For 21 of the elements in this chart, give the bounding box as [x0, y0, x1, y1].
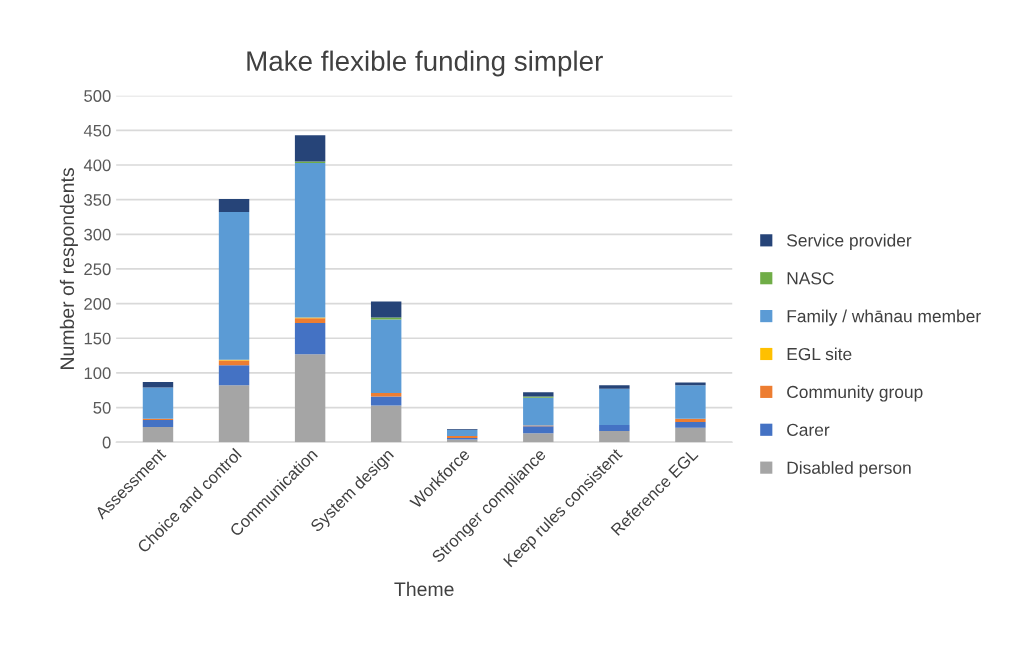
legend-label: Carer — [787, 423, 830, 437]
legend-label: Community group — [787, 385, 923, 402]
y-tick-label: 250 — [84, 263, 111, 276]
legend-label: EGL site — [787, 347, 852, 361]
y-tick-label: 400 — [83, 159, 111, 172]
y-tick-label: 300 — [84, 228, 111, 241]
y-tick-label: 150 — [84, 332, 111, 345]
y-tick-label: 0 — [102, 436, 111, 449]
legend-label: NASC — [787, 272, 834, 285]
x-axis-title: Theme — [394, 581, 454, 597]
legend-label: Service provider — [787, 233, 912, 251]
y-tick-label: 500 — [84, 90, 111, 102]
legend-label: Family / whānau member — [787, 309, 981, 326]
y-tick-label: 50 — [93, 401, 111, 414]
y-tick-label: 350 — [84, 194, 111, 206]
chart-title: Make flexible funding simpler — [247, 50, 603, 77]
y-tick-label: 100 — [84, 367, 111, 380]
legend-label: Disabled person — [787, 461, 911, 478]
y-tick-label: 200 — [84, 298, 111, 310]
y-tick-label: 450 — [83, 124, 111, 137]
y-axis-title: Number of respondents — [59, 168, 78, 369]
